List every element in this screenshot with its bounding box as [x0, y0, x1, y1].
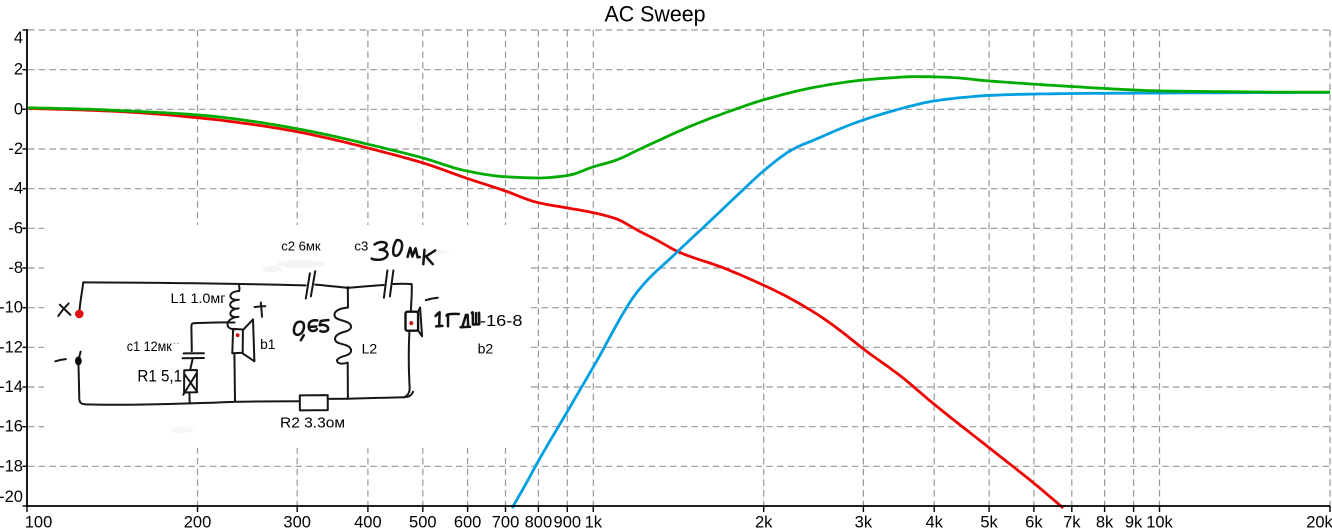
svg-text:200: 200 — [184, 514, 212, 532]
svg-text:800: 800 — [525, 514, 553, 532]
svg-text:c1 12мк: c1 12мк — [127, 339, 172, 354]
svg-text:0: 0 — [14, 100, 23, 118]
svg-text:L2: L2 — [362, 340, 378, 356]
svg-text:-18: -18 — [0, 457, 23, 475]
svg-text:2: 2 — [14, 61, 23, 79]
svg-text:100: 100 — [25, 514, 53, 532]
svg-text:R1 5,1: R1 5,1 — [137, 368, 182, 386]
svg-text:3k: 3k — [855, 514, 873, 532]
svg-text:1k: 1k — [585, 514, 603, 532]
svg-text:-14: -14 — [0, 378, 23, 396]
svg-text:-6: -6 — [8, 219, 23, 237]
svg-text:20k: 20k — [1306, 514, 1332, 532]
svg-text:R2 3.3ом: R2 3.3ом — [280, 415, 345, 432]
svg-text:-8: -8 — [8, 259, 23, 277]
svg-text:-2: -2 — [8, 140, 23, 158]
svg-text:500: 500 — [409, 514, 437, 532]
svg-text:300: 300 — [283, 514, 311, 532]
svg-text:b1: b1 — [260, 337, 275, 352]
svg-text:10k: 10k — [1146, 514, 1173, 532]
svg-text:-10: -10 — [0, 299, 23, 317]
svg-text:7k: 7k — [1063, 514, 1081, 532]
svg-text:-16: -16 — [0, 418, 23, 436]
svg-text:900: 900 — [554, 514, 582, 532]
svg-text:··: ·· — [173, 338, 180, 349]
svg-text:c2 6мк: c2 6мк — [281, 238, 321, 253]
svg-text:5k: 5k — [980, 514, 998, 532]
svg-text:400: 400 — [354, 514, 382, 532]
svg-text:4k: 4k — [925, 514, 943, 532]
svg-text:6k: 6k — [1025, 514, 1043, 532]
svg-text:600: 600 — [454, 514, 482, 532]
svg-text:4: 4 — [14, 29, 23, 47]
svg-text:700: 700 — [492, 514, 520, 532]
svg-text:2k: 2k — [755, 514, 773, 532]
svg-text:-12: -12 — [0, 338, 23, 356]
svg-text:-16-8: -16-8 — [480, 313, 523, 330]
svg-text:L1 1.0мг: L1 1.0мг — [171, 291, 226, 307]
svg-text:-4: -4 — [8, 180, 23, 198]
svg-text:8k: 8k — [1096, 514, 1114, 532]
svg-text:b2: b2 — [478, 340, 494, 356]
svg-text:c3: c3 — [354, 238, 368, 253]
svg-text:-20: -20 — [0, 488, 23, 506]
svg-text:9k: 9k — [1125, 514, 1143, 532]
svg-text:AC Sweep: AC Sweep — [605, 1, 706, 26]
